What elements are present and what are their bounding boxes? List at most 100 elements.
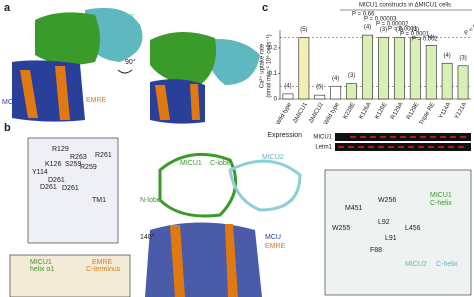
residue: L91 xyxy=(385,235,397,242)
label: C-terminus xyxy=(86,266,121,273)
label: MCU xyxy=(265,234,281,241)
n-label: (4) xyxy=(364,25,371,31)
y-tick-label: 0.1 xyxy=(269,71,278,77)
p-value: P = 0.004 xyxy=(464,17,474,37)
n-label: (3) xyxy=(380,27,387,33)
label: MICU1 xyxy=(60,13,82,20)
residue: Y114 xyxy=(32,169,48,176)
p-value: P = 0.0001 xyxy=(400,32,430,38)
x-tick-label: K126E xyxy=(374,102,388,121)
y-tick-label: 0 xyxy=(274,97,278,103)
y-tick-label: 0.2 xyxy=(269,45,278,51)
inset-left xyxy=(27,137,119,244)
residue: R263 xyxy=(70,154,87,161)
panel-label: a xyxy=(4,2,11,14)
n-label: (4) xyxy=(332,76,339,82)
n-label: (5) xyxy=(316,85,323,91)
x-tick-label: Wild type xyxy=(323,101,341,126)
label: MCU xyxy=(2,99,18,106)
residue: K126 xyxy=(45,161,61,168)
residue: TM1 xyxy=(92,197,106,204)
expression-title: Expression xyxy=(267,132,302,139)
x-tick-label: ΔMICU2 xyxy=(308,101,325,124)
n-label: (3) xyxy=(396,27,403,33)
p-value: P = 0.0001 xyxy=(388,27,418,33)
residue: R261 xyxy=(95,152,112,159)
residue: F88 xyxy=(370,247,382,254)
residue: D261 xyxy=(40,184,57,191)
n-label: (4) xyxy=(284,83,291,89)
x-tick-label: ΔMICU1 xyxy=(292,101,309,124)
bar xyxy=(314,94,326,100)
label: C-helix xyxy=(430,200,452,207)
y-label: (nmol min⁻¹ 10⁶ cells⁻¹) xyxy=(266,34,273,97)
p-value: P = 0.66 xyxy=(352,12,375,18)
label: EMRE xyxy=(92,259,113,266)
x-tick-label: Y114A xyxy=(438,102,452,120)
x-tick-label: K126A xyxy=(358,102,372,121)
label: N-lobe xyxy=(140,197,161,204)
bar xyxy=(330,85,342,100)
label: MICU1 xyxy=(30,259,52,266)
header: MICU1 constructs in ΔMICU1 cells xyxy=(359,3,451,9)
residue: L92 xyxy=(378,219,390,226)
residue: M451 xyxy=(345,205,363,212)
bar xyxy=(457,65,469,100)
bar xyxy=(441,62,453,100)
x-tick-label: R129E xyxy=(406,102,420,121)
label: MICU2 xyxy=(112,14,134,21)
bar xyxy=(409,37,421,100)
residue: S259 xyxy=(65,161,81,168)
n-label: (3) xyxy=(412,27,419,33)
label: 140° xyxy=(140,233,155,241)
x-tick-label: Y121A xyxy=(454,102,468,121)
bar xyxy=(282,93,294,100)
residue: R259 xyxy=(80,164,97,171)
label: C-lobe xyxy=(210,160,231,167)
label: MICU1 xyxy=(430,192,452,199)
label: MICU2 xyxy=(405,261,427,268)
structure-a2 xyxy=(150,31,260,124)
n-label: (4) xyxy=(443,53,450,59)
label: EMRE xyxy=(86,97,107,104)
p-value: P = 0.00003 xyxy=(364,17,397,23)
expression-row: Letm1 xyxy=(315,145,332,151)
label: 90° xyxy=(125,58,136,66)
bar xyxy=(378,37,389,100)
label: helix α1 xyxy=(30,266,54,273)
bar xyxy=(298,37,310,100)
label: EMRE xyxy=(265,243,286,250)
label: MICU1 xyxy=(180,160,202,167)
label: C-helix xyxy=(436,261,458,268)
residue: R129 xyxy=(52,146,69,153)
structure-a1 xyxy=(12,7,143,122)
expression-row: MICU1 xyxy=(313,135,332,141)
bar xyxy=(393,37,405,100)
residue: D261 xyxy=(62,185,79,192)
inset-bottom xyxy=(9,254,131,297)
panel-label: c xyxy=(262,2,268,14)
bar xyxy=(425,45,437,100)
x-tick-label: Triple RE xyxy=(419,102,437,126)
rotation-arrow xyxy=(117,69,133,74)
residue: L456 xyxy=(405,225,421,232)
residue: W256 xyxy=(378,197,396,204)
n-label: (3) xyxy=(459,55,466,61)
structure-b xyxy=(145,152,302,297)
x-tick-label: R129A xyxy=(390,102,404,121)
bar xyxy=(362,34,373,100)
residue: D261 xyxy=(48,177,65,184)
n-label: (5) xyxy=(300,27,307,33)
x-tick-label: K228E xyxy=(343,102,357,121)
residue: W255 xyxy=(332,225,350,232)
bar xyxy=(346,83,358,100)
inset-right xyxy=(324,169,472,296)
panel-label: b xyxy=(4,122,11,134)
label: MICU2 xyxy=(262,154,284,161)
x-tick-label: Wild type xyxy=(276,101,294,126)
p-value: P = 0.002 xyxy=(412,37,438,43)
y-label: Ca²⁺ uptake rate xyxy=(259,43,266,88)
n-label: (3) xyxy=(348,73,355,79)
p-value: P = 0.00002 xyxy=(376,22,409,28)
